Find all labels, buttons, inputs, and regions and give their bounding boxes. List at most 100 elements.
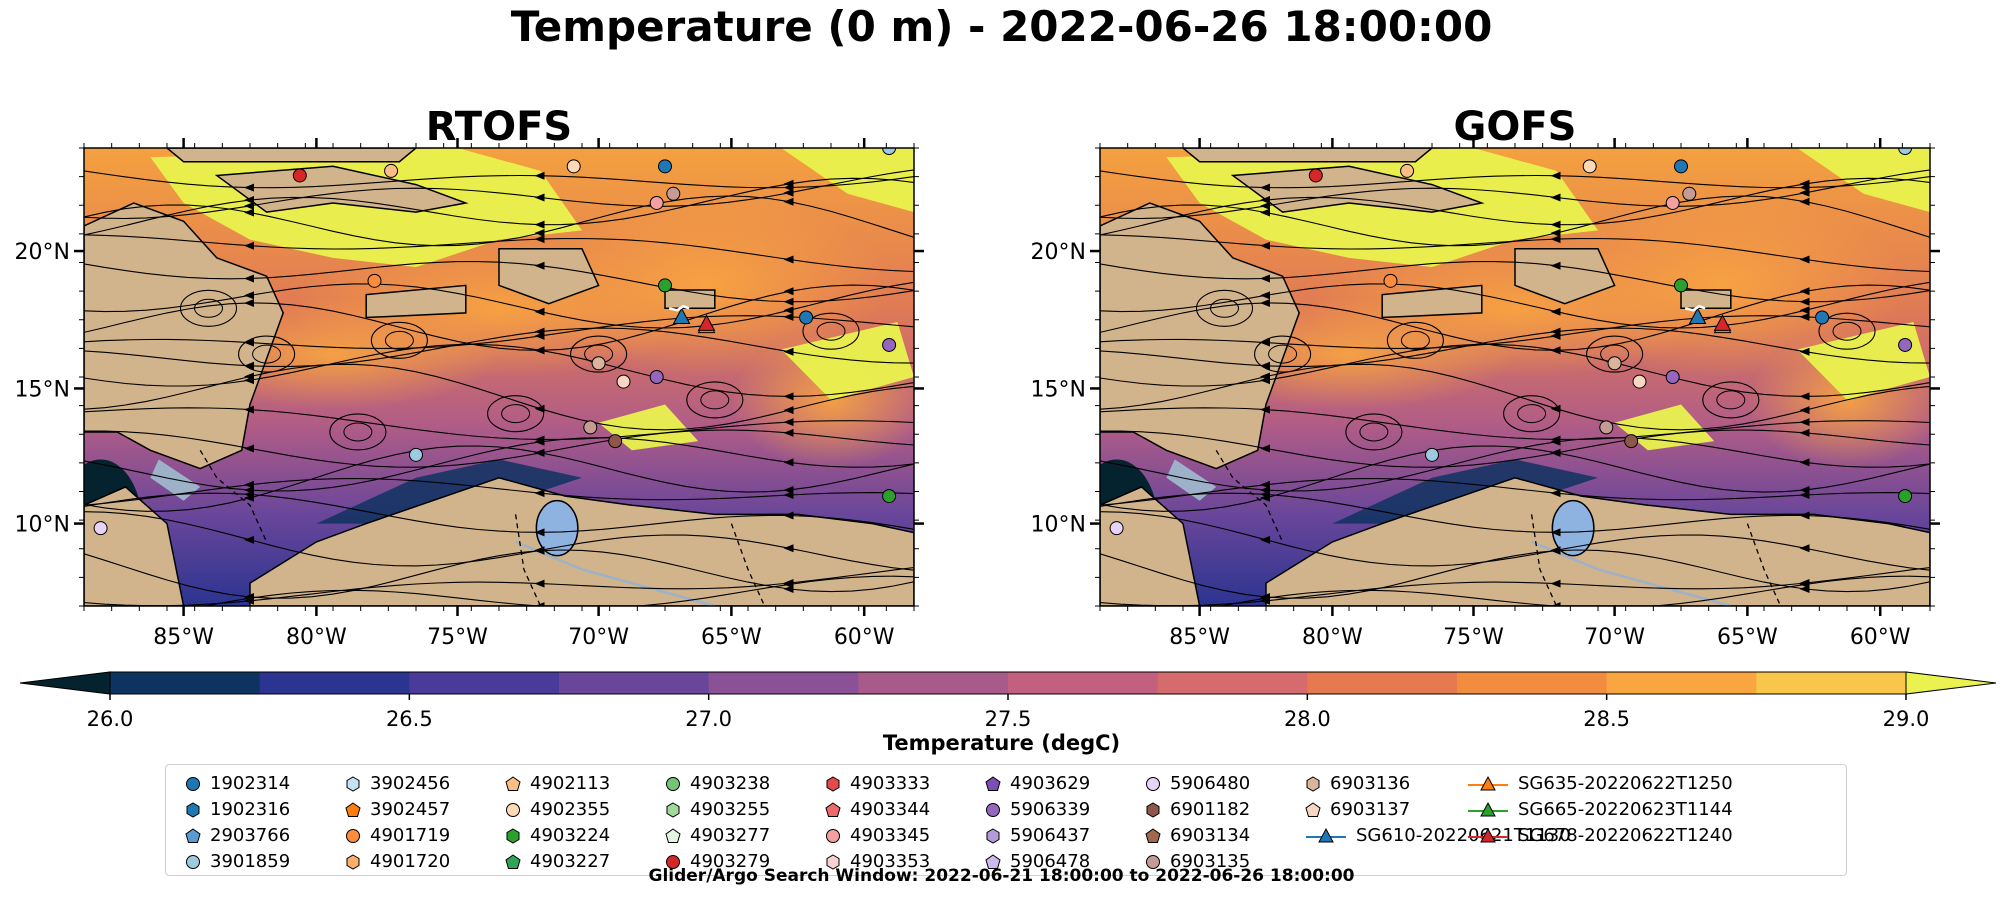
streamline-arrow — [783, 197, 794, 206]
search-window-note: Glider/Argo Search Window: 2022-06-21 18… — [648, 866, 1355, 886]
colorbar-extend-low — [19, 671, 111, 695]
streamline-arrow — [1260, 372, 1270, 381]
eddy-streamline — [1517, 404, 1547, 424]
streamline-arrow — [783, 188, 794, 197]
streamline-arrow — [244, 183, 254, 192]
lon-tick-label: 75°W — [427, 625, 488, 650]
hexagon-marker-icon — [346, 853, 360, 870]
legend-item-label: 4901720 — [370, 851, 451, 872]
streamline-arrow — [1260, 291, 1270, 300]
pentagon-marker-icon — [505, 775, 521, 791]
legend-item: 6901182 — [1144, 799, 1250, 820]
current-streamline — [1100, 169, 1930, 220]
streamline-arrow — [1799, 485, 1810, 494]
lat-tick-label: 20°N — [1031, 240, 1086, 265]
eddy-streamline — [238, 335, 296, 373]
legend-item-label: 4901719 — [370, 825, 451, 846]
colorbar-segment — [1457, 672, 1608, 694]
current-streamline — [84, 327, 914, 367]
legend-item: 5906480 — [1144, 773, 1250, 794]
current-streamline — [1100, 261, 1930, 303]
eddy-streamline — [1386, 321, 1444, 359]
streamline-arrow — [783, 392, 794, 401]
land-mass — [1680, 289, 1732, 310]
streamline-arrow — [1550, 579, 1561, 588]
argo-float-marker — [799, 310, 814, 325]
land-mass — [84, 202, 285, 470]
map-panel-gofs: 85°W 80°W 75°W 70°W 65°W 60°W 20°N 15°N 10°N GOFS — [1031, 104, 1940, 650]
legend-item-label: 4903255 — [690, 799, 771, 820]
legend-item-label: 6903137 — [1330, 799, 1411, 820]
lat-tick-label: 20°N — [15, 240, 70, 265]
streamline-arrow — [1550, 327, 1561, 336]
streamline-arrow — [1799, 306, 1810, 315]
legend-item-label: 4903238 — [690, 773, 771, 794]
legend-item: 6903137 — [1304, 799, 1410, 820]
streamline-arrow — [244, 201, 254, 210]
current-streamline — [1100, 437, 1930, 492]
streamline-arrow — [534, 528, 545, 537]
streamline-arrow — [1260, 298, 1270, 307]
panel-title: RTOFS — [426, 104, 572, 150]
streamline-arrow — [1550, 220, 1561, 229]
current-streamline — [84, 429, 914, 468]
argo-float-marker — [1400, 163, 1415, 178]
legend-item: 4903629 — [984, 773, 1090, 794]
pentagon-marker-icon — [345, 801, 361, 817]
colorbar-segment — [409, 672, 560, 694]
eddy-streamline — [1359, 422, 1389, 442]
legend-item: 4903238 — [664, 773, 770, 794]
streamline-arrow — [1260, 361, 1270, 370]
legend-item-label: 1902316 — [210, 799, 291, 820]
legend-item-label: 3901859 — [210, 851, 291, 872]
streamline-arrow — [1799, 511, 1810, 520]
legend-item-label: SG678-20220622T1240 — [1518, 825, 1733, 846]
streamline-arrow — [244, 535, 254, 544]
eddy-streamline — [1345, 413, 1403, 451]
argo-float-marker — [1599, 420, 1614, 435]
legend-item-label: 5906478 — [1010, 851, 1091, 872]
legend-item: 4902113 — [504, 773, 610, 794]
legend-item: 1902316 — [184, 799, 290, 820]
streamline-arrow — [244, 361, 254, 370]
warm-water-region — [1797, 148, 1930, 213]
argo-float-marker — [566, 159, 581, 174]
current-streamline — [1100, 284, 1930, 351]
eddy-streamline — [1832, 321, 1862, 341]
legend-item: 5906478 — [984, 851, 1090, 872]
current-streamline — [84, 437, 914, 492]
argo-float-marker — [1682, 186, 1697, 201]
legend-item-label: 4903345 — [850, 825, 931, 846]
pentagon-marker-icon — [185, 827, 201, 843]
colorbar: 26.0 26.5 27.0 27.5 28.0 28.5 29.0 — [19, 671, 1997, 731]
lat-tick-label: 15°N — [1031, 377, 1086, 402]
streamline-arrow — [783, 255, 794, 264]
argo-float-marker — [1383, 273, 1398, 288]
hexagon-marker-icon — [826, 853, 840, 870]
streamline-arrow — [1799, 580, 1810, 589]
current-streamline — [1100, 234, 1930, 273]
streamline-arrow — [1799, 544, 1810, 553]
streamline-arrow — [534, 602, 545, 606]
triangle-line-marker-icon — [1468, 801, 1508, 816]
pentagon-marker-icon — [825, 801, 841, 817]
colorbar-segment — [110, 672, 261, 694]
streamline-arrow — [1799, 347, 1810, 356]
circle-marker-icon — [186, 776, 200, 791]
figure-title: Temperature (0 m) - 2022-06-26 18:00:00 — [510, 2, 1493, 51]
current-streamline — [1100, 492, 1930, 533]
streamline-arrow — [1260, 201, 1270, 210]
current-streamline — [84, 170, 914, 189]
streamline-arrow — [1799, 197, 1810, 206]
argo-float-marker — [882, 337, 897, 352]
colorbar-tick-label: 26.0 — [87, 707, 134, 731]
streamline-arrow — [534, 220, 545, 229]
current-streamline — [84, 281, 914, 329]
streamline-arrow — [1799, 179, 1810, 188]
streamline-arrow — [1550, 171, 1561, 180]
current-streamline — [84, 363, 914, 431]
legend-item-label: 6901182 — [1170, 799, 1251, 820]
argo-float-marker — [1624, 434, 1639, 449]
argo-float-marker — [1815, 310, 1830, 325]
eddy-streamline — [329, 413, 387, 451]
